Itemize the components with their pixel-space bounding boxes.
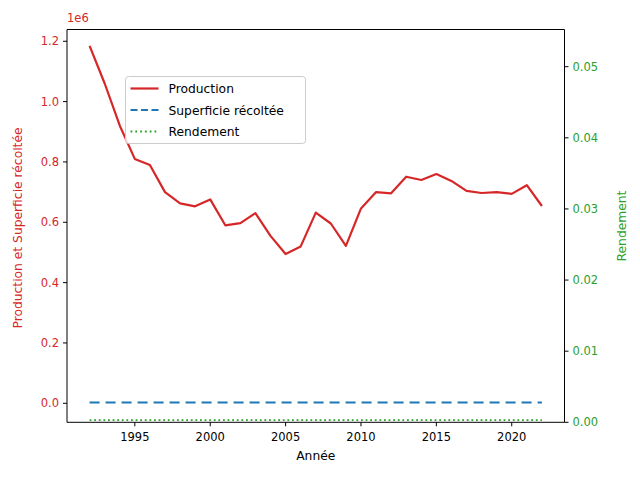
y-left-tick-label: 0.4 — [41, 276, 59, 290]
y-axis-label-left: Production et Superficie récoltée — [11, 127, 25, 328]
x-tick-label: 2000 — [196, 430, 225, 444]
y-axis-label-right: Rendement — [615, 190, 629, 261]
x-tick-label: 2015 — [422, 430, 451, 444]
y-left-tick-label: 1.0 — [41, 95, 59, 109]
y-right-tick-label: 0.01 — [573, 344, 599, 358]
legend-label: Superficie récoltée — [169, 104, 284, 118]
y-left-offset-text: 1e6 — [67, 11, 89, 25]
line-chart: 1995 2000 2005 2010 2015 2020 Année 0.0 0.2 0.4 0.… — [0, 0, 640, 480]
y-left-tick-label: 0.0 — [41, 396, 59, 410]
y-left-tick-label: 0.6 — [41, 215, 59, 229]
y-right-tick-label: 0.00 — [573, 415, 599, 429]
matplotlib-figure: 1995 2000 2005 2010 2015 2020 Année 0.0 0.2 0.4 0.… — [0, 0, 640, 480]
legend: Production Superficie récoltée Rendement — [126, 77, 306, 144]
x-tick-label: 2005 — [271, 430, 300, 444]
x-tick-label: 2010 — [346, 430, 375, 444]
x-tick-label: 2020 — [497, 430, 526, 444]
y-right-tick-label: 0.02 — [573, 273, 599, 287]
y-left-tick-label: 0.2 — [41, 336, 59, 350]
y-left-tick-label: 0.8 — [41, 155, 59, 169]
x-tick-label: 1995 — [120, 430, 149, 444]
legend-label: Rendement — [169, 125, 240, 139]
legend-label: Production — [169, 82, 234, 96]
y-right-tick-label: 0.03 — [573, 202, 599, 216]
y-left-tick-label: 1.2 — [41, 34, 59, 48]
y-right-tick-label: 0.05 — [573, 60, 599, 74]
x-axis-label: Année — [296, 449, 335, 463]
y-right-tick-label: 0.04 — [573, 131, 599, 145]
